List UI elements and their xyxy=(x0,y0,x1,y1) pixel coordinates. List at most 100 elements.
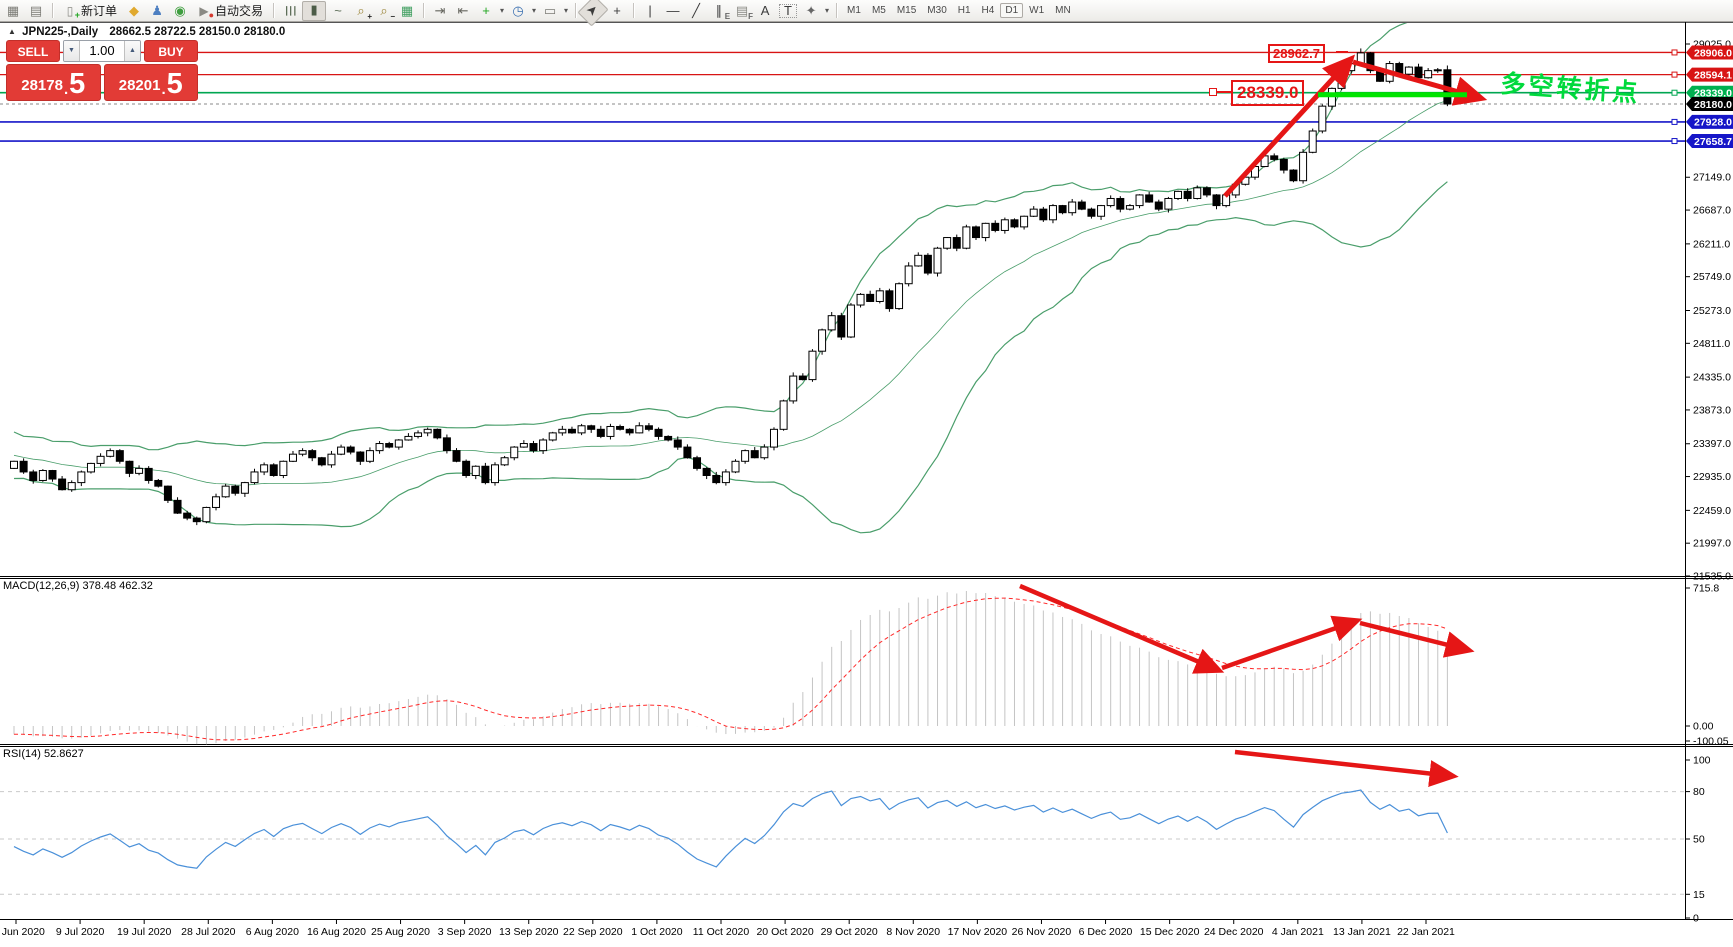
svg-text:0: 0 xyxy=(1693,913,1699,925)
text-icon[interactable]: A xyxy=(760,2,770,18)
chart-profile-icon[interactable]: ▤ xyxy=(29,2,43,18)
templates-icon-dropdown[interactable]: ▾ xyxy=(564,6,569,15)
buy-price[interactable]: 28201 . 5 xyxy=(103,64,198,101)
volume-stepper[interactable]: ▼ 1.00 ▲ xyxy=(63,40,141,62)
signals-icon[interactable]: ◉ xyxy=(174,2,186,18)
buy-button[interactable]: BUY xyxy=(144,40,198,62)
svg-text:28180.0: 28180.0 xyxy=(1694,99,1732,111)
svg-text:26687.0: 26687.0 xyxy=(1693,205,1731,217)
toolbar-separator xyxy=(273,3,275,18)
price-axis: 29025.027149.026687.026211.025749.025273… xyxy=(1685,39,1733,583)
svg-text:24 Dec 2020: 24 Dec 2020 xyxy=(1204,926,1264,938)
sell-price[interactable]: 28178 . 5 xyxy=(6,64,101,101)
toolbar-separator xyxy=(423,3,425,18)
indicators-icon-dropdown[interactable]: ▾ xyxy=(500,6,505,15)
autotrading-button[interactable]: ▶ ● 自动交易 xyxy=(199,3,264,20)
trend-arrows xyxy=(1223,54,1488,198)
svg-text:22935.0: 22935.0 xyxy=(1693,471,1731,483)
svg-text:27928.0: 27928.0 xyxy=(1694,117,1732,129)
tile-windows-icon[interactable]: ▦ xyxy=(400,2,414,18)
templates-icon[interactable]: ▭ xyxy=(543,2,557,18)
annotation-level-callout-line xyxy=(1216,91,1231,93)
timeframe-h4-button[interactable]: H4 xyxy=(981,5,995,16)
indicators-icon[interactable]: + xyxy=(482,2,490,18)
svg-text:21997.0: 21997.0 xyxy=(1693,538,1731,550)
auto-scroll-icon[interactable]: ⇤ xyxy=(457,2,469,18)
svg-text:25273.0: 25273.0 xyxy=(1693,305,1731,317)
timeframe-mn-button[interactable]: MN xyxy=(1055,5,1071,16)
timeframe-m30-button[interactable]: M30 xyxy=(927,5,947,16)
equidistant-channel-icon[interactable]: ∥ E xyxy=(715,2,731,21)
candlestick-chart-icon[interactable]: ▮ xyxy=(302,0,327,21)
chart-title: ▲ JPN225-,Daily 28662.5 28722.5 28150.0 … xyxy=(8,26,285,38)
svg-text:30 Jun 2020: 30 Jun 2020 xyxy=(0,926,45,938)
main-chart-layer xyxy=(0,23,1685,534)
toolbar-separator xyxy=(633,3,635,18)
crosshair-icon[interactable]: + xyxy=(613,2,621,18)
macd-trend-arrows xyxy=(1019,583,1475,674)
bar-chart-icon[interactable]: ☰ xyxy=(283,4,299,17)
svg-text:15 Dec 2020: 15 Dec 2020 xyxy=(1140,926,1200,938)
svg-text:28339.0: 28339.0 xyxy=(1694,88,1732,100)
svg-text:25749.0: 25749.0 xyxy=(1693,271,1731,283)
svg-text:27658.7: 27658.7 xyxy=(1694,136,1732,148)
svg-text:23397.0: 23397.0 xyxy=(1693,438,1731,450)
zoom-out-icon[interactable]: ⌕ − xyxy=(380,2,396,21)
svg-text:24335.0: 24335.0 xyxy=(1693,372,1731,384)
arrows-icon-dropdown[interactable]: ▾ xyxy=(825,6,830,15)
text-label-icon[interactable]: T xyxy=(777,2,799,20)
new-order-button[interactable]: ▯ + 新订单 xyxy=(66,3,118,20)
svg-text:29 Oct 2020: 29 Oct 2020 xyxy=(821,926,878,938)
svg-text:3 Sep 2020: 3 Sep 2020 xyxy=(438,926,492,938)
rsi-indicator-label: RSI(14) 52.8627 xyxy=(3,748,84,760)
zoom-in-icon[interactable]: ⌕ + xyxy=(357,2,373,21)
svg-text:22 Sep 2020: 22 Sep 2020 xyxy=(563,926,623,938)
timeframe-m5-button[interactable]: M5 xyxy=(871,5,886,16)
line-chart-icon[interactable]: ~ xyxy=(334,2,342,18)
timeframe-h1-button[interactable]: H1 xyxy=(957,5,971,16)
charts-window-icon[interactable]: ▦ xyxy=(6,2,20,18)
volume-up-button[interactable]: ▲ xyxy=(124,41,140,61)
arrows-icon[interactable]: ✦ xyxy=(805,2,817,18)
community-icon[interactable]: ♟ xyxy=(151,2,163,18)
toolbar-separator xyxy=(52,3,53,18)
svg-text:6 Dec 2020: 6 Dec 2020 xyxy=(1079,926,1133,938)
chart-shift-icon[interactable]: ⇥ xyxy=(434,2,446,18)
trendline-icon[interactable]: ╱ xyxy=(692,2,700,18)
svg-text:50: 50 xyxy=(1693,834,1705,846)
svg-text:23873.0: 23873.0 xyxy=(1693,404,1731,416)
ohlc-values: 28662.5 28722.5 28150.0 28180.0 xyxy=(109,26,286,38)
timeframe-m1-button[interactable]: M1 xyxy=(847,5,861,16)
vertical-line-icon[interactable]: | xyxy=(648,2,652,18)
svg-text:27149.0: 27149.0 xyxy=(1693,172,1731,184)
volume-down-button[interactable]: ▼ xyxy=(64,41,80,61)
svg-text:24811.0: 24811.0 xyxy=(1693,338,1730,350)
periods-icon[interactable]: ◷ xyxy=(512,2,524,18)
sell-button[interactable]: SELL xyxy=(6,40,60,62)
svg-text:100: 100 xyxy=(1693,755,1711,767)
svg-text:8 Nov 2020: 8 Nov 2020 xyxy=(886,926,940,938)
svg-text:17 Nov 2020: 17 Nov 2020 xyxy=(948,926,1008,938)
svg-text:-100.05: -100.05 xyxy=(1693,736,1729,748)
timeframe-d1-button[interactable]: D1 xyxy=(1000,3,1024,18)
toolbar-separator xyxy=(836,3,838,18)
horizontal-line-icon[interactable]: — xyxy=(666,2,680,18)
macd-panel: 715.8 0.00 -100.05 xyxy=(13,583,1729,748)
annotation-peak-callout-line xyxy=(1336,51,1348,53)
fibonacci-icon[interactable]: ▤ F xyxy=(735,2,754,21)
timeframe-m15-button[interactable]: M15 xyxy=(896,5,917,16)
collapse-panel-icon[interactable]: ▲ xyxy=(8,27,16,36)
periods-icon-dropdown[interactable]: ▾ xyxy=(532,6,537,15)
svg-text:13 Jan 2021: 13 Jan 2021 xyxy=(1333,926,1391,938)
rsi-panel: 100 80 50 15 0 xyxy=(0,755,1711,925)
svg-text:26 Nov 2020: 26 Nov 2020 xyxy=(1012,926,1072,938)
svg-text:1 Oct 2020: 1 Oct 2020 xyxy=(631,926,683,938)
svg-text:4 Jan 2021: 4 Jan 2021 xyxy=(1272,926,1324,938)
metaeditor-icon[interactable]: ◆ xyxy=(129,2,140,18)
timeframe-w1-button[interactable]: W1 xyxy=(1029,5,1045,16)
svg-text:80: 80 xyxy=(1693,786,1705,798)
volume-value[interactable]: 1.00 xyxy=(89,43,115,58)
svg-text:22459.0: 22459.0 xyxy=(1693,505,1731,517)
